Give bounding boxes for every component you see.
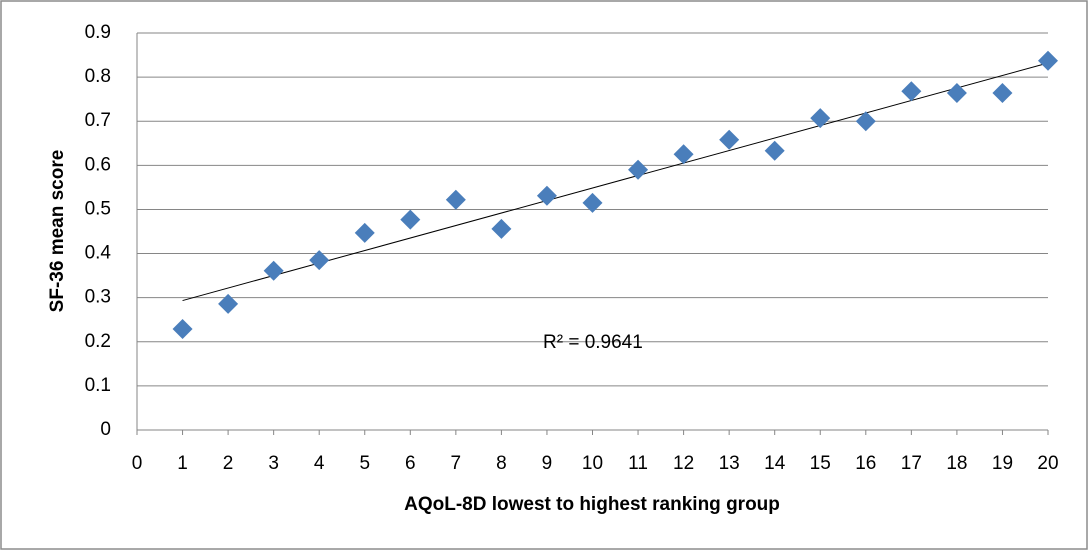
data-point [946, 82, 967, 103]
x-tick-label: 12 [673, 453, 694, 474]
y-tick-label: 0.6 [85, 154, 111, 175]
x-tick-label: 9 [542, 453, 553, 474]
x-tick-label: 16 [855, 453, 876, 474]
y-tick-label: 0.2 [85, 331, 111, 352]
x-tick-label: 20 [1037, 453, 1058, 474]
data-point [309, 250, 330, 271]
x-tick-label: 10 [582, 453, 603, 474]
x-tick-label: 18 [946, 453, 967, 474]
x-tick-label: 7 [451, 453, 462, 474]
data-point [536, 185, 557, 206]
y-tick-label: 0.8 [85, 66, 111, 87]
x-tick-label: 1 [177, 453, 188, 474]
data-point [1038, 50, 1058, 71]
y-tick-label: 0 [100, 419, 111, 440]
x-tick-label: 6 [405, 453, 416, 474]
data-point [582, 192, 603, 213]
data-point [992, 82, 1013, 103]
data-point [628, 159, 649, 180]
y-axis-title: SF-36 mean score [47, 150, 68, 313]
data-point [855, 111, 876, 132]
y-tick-label: 0.5 [85, 198, 111, 219]
data-point [901, 81, 922, 102]
x-tick-label: 4 [314, 453, 325, 474]
data-point [400, 209, 421, 230]
y-tick-label: 0.3 [85, 287, 111, 308]
data-point [218, 293, 239, 314]
x-tick-label: 5 [359, 453, 370, 474]
x-tick-label: 11 [628, 453, 648, 474]
data-point [263, 260, 284, 281]
annotation: R² = 0.9641 [543, 332, 643, 353]
y-tick-label: 0.7 [85, 110, 111, 131]
data-point [445, 189, 466, 210]
x-axis-title: AQoL-8D lowest to highest ranking group [404, 494, 780, 515]
x-tick-label: 17 [901, 453, 922, 474]
x-tick-label: 3 [268, 453, 279, 474]
data-point [810, 108, 831, 129]
data-point [354, 222, 375, 243]
data-point [491, 218, 512, 239]
x-tick-label: 15 [810, 453, 831, 474]
y-tick-label: 0.9 [85, 22, 111, 43]
x-tick-label: 2 [223, 453, 234, 474]
x-tick-label: 0 [132, 453, 143, 474]
x-tick-label: 14 [764, 453, 786, 474]
x-tick-label: 19 [992, 453, 1013, 474]
data-point [172, 318, 193, 339]
data-point [764, 140, 785, 161]
x-tick-label: 13 [719, 453, 740, 474]
x-tick-label: 8 [496, 453, 507, 474]
data-point [673, 144, 694, 165]
y-tick-label: 0.4 [85, 243, 112, 264]
y-tick-label: 0.1 [85, 375, 111, 396]
data-point [719, 129, 740, 150]
